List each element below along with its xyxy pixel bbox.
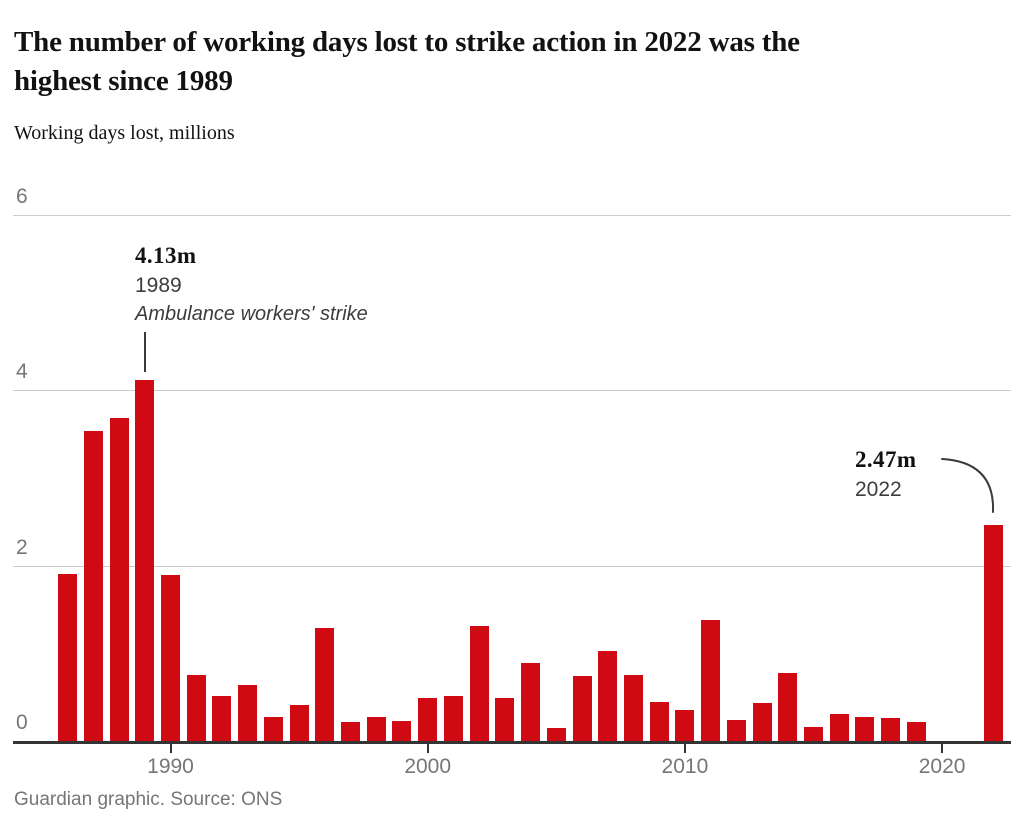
bar-1995: [289, 705, 309, 742]
bar-1989: [135, 379, 155, 742]
gridline-6: [13, 214, 1011, 216]
annotation-1989-value: 4.13m: [135, 243, 197, 268]
bar-1996: [315, 627, 335, 742]
annotation-2022-year: 2022: [855, 478, 902, 501]
annotation-1989-note: Ambulance workers' strike: [135, 303, 368, 325]
bar-2011: [701, 620, 721, 742]
bar-2012: [726, 720, 746, 742]
bar-2002: [469, 626, 489, 742]
annotation-2022-value: 2.47m: [855, 447, 917, 472]
bar-1994: [263, 717, 283, 742]
gridline-4: [13, 390, 1011, 392]
chart-units-label: Working days lost, millions: [14, 122, 235, 144]
bar-2017: [855, 717, 875, 742]
bar-2013: [752, 703, 772, 742]
bar-2008: [623, 675, 643, 742]
title-line-2: highest since 1989: [14, 65, 233, 98]
x-tick-2010: [683, 744, 686, 753]
bar-1997: [341, 721, 361, 742]
bar-2015: [804, 727, 823, 742]
annotation-1989: 4.13m 1989 Ambulance workers' strike: [135, 243, 368, 326]
x-tick-2020: [941, 744, 944, 753]
x-tick-1990: [169, 744, 172, 753]
bar-2003: [495, 698, 515, 742]
bar-1986: [58, 573, 78, 742]
x-axis-line: [13, 741, 1011, 744]
bar-2010: [675, 709, 695, 742]
bar-2001: [443, 695, 463, 742]
y-tick-label-6: 6: [16, 184, 28, 208]
bar-1993: [238, 684, 258, 742]
bar-2005: [546, 727, 566, 742]
bar-2009: [649, 701, 669, 742]
bar-2018: [881, 718, 901, 742]
bar-1998: [366, 717, 386, 742]
bar-2007: [598, 650, 618, 742]
annotation-1989-year: 1989: [135, 274, 182, 297]
bar-1987: [83, 430, 103, 742]
annotation-1989-pointer-line: [144, 332, 146, 372]
bar-1988: [109, 417, 129, 742]
y-tick-label-4: 4: [16, 360, 28, 384]
bar-1991: [186, 675, 206, 742]
x-tick-label-2000: 2000: [404, 755, 452, 778]
y-tick-label-0: 0: [16, 711, 28, 734]
x-tick-label-2010: 2010: [661, 755, 709, 778]
bar-1999: [392, 720, 412, 742]
bar-1992: [212, 695, 232, 742]
bar-2022: [984, 525, 1004, 742]
bar-2019: [906, 721, 926, 742]
bar-2004: [521, 663, 541, 742]
x-tick-2000: [426, 744, 429, 753]
x-tick-label-2020: 2020: [918, 755, 966, 778]
source-credit: Guardian graphic. Source: ONS: [14, 789, 283, 810]
gridline-2: [13, 565, 1011, 567]
y-tick-label-2: 2: [16, 535, 28, 559]
title-line-1: The number of working days lost to strik…: [14, 26, 800, 59]
x-tick-label-1990: 1990: [147, 755, 194, 778]
bar-2016: [829, 713, 849, 742]
bar-2000: [418, 698, 438, 742]
page-title: The number of working days lost to strik…: [14, 23, 1004, 101]
annotation-2022: 2.47m 2022: [855, 447, 916, 502]
bar-1990: [161, 575, 180, 742]
bar-2006: [572, 676, 592, 742]
bar-2014: [778, 672, 798, 742]
